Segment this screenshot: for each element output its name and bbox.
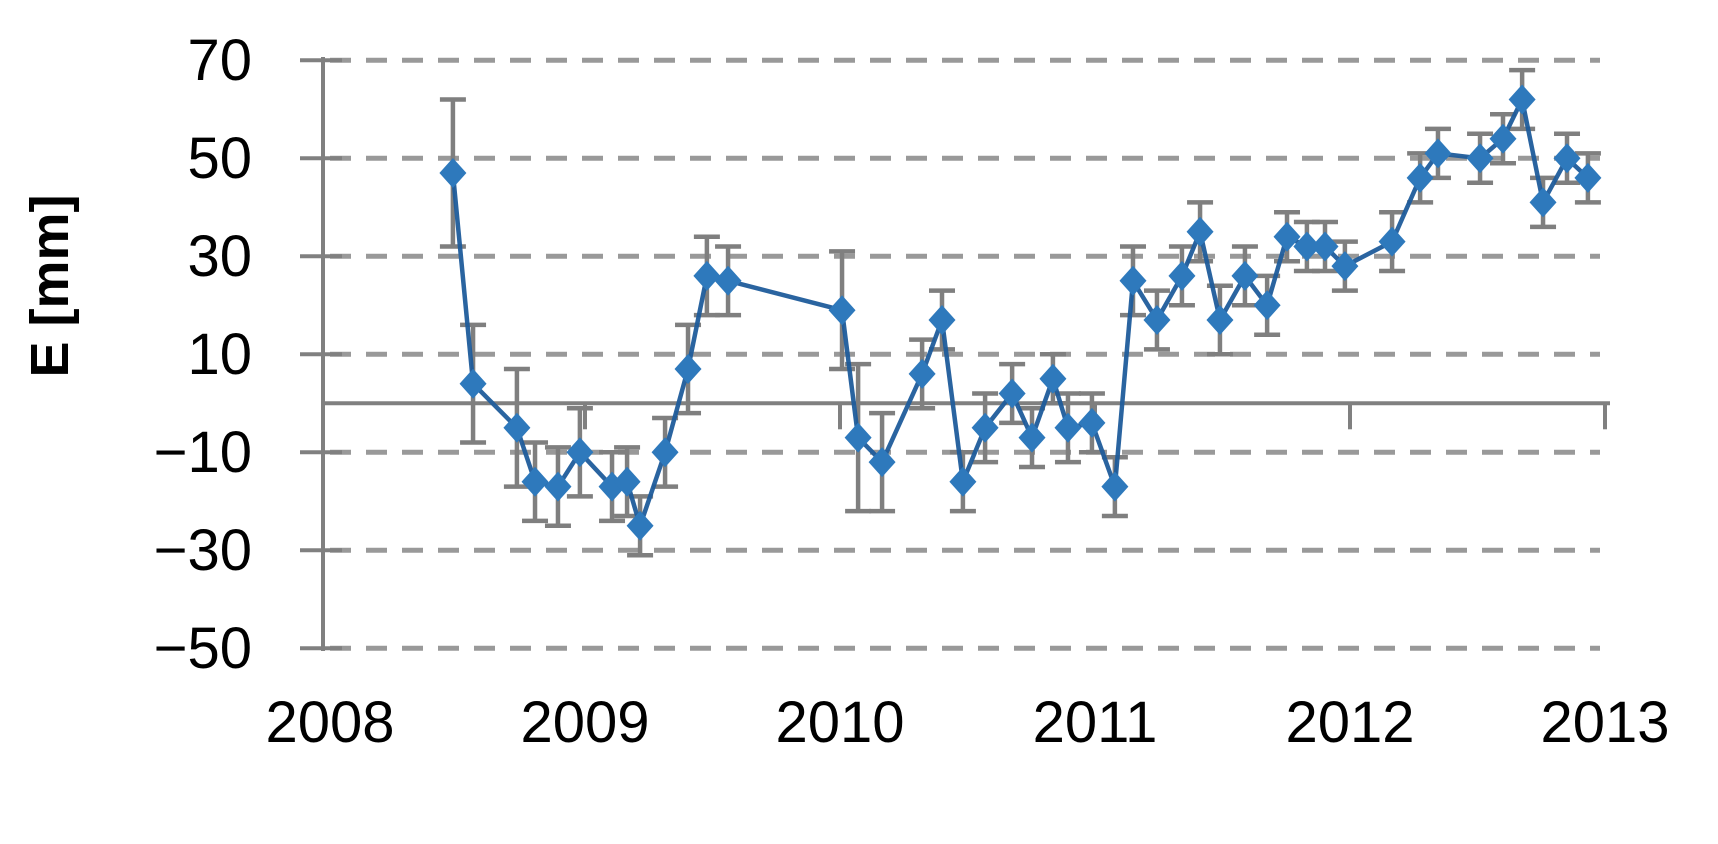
y-tick-label-10: 10: [187, 322, 252, 387]
data-point-marker: [1508, 84, 1536, 115]
data-point-marker: [1018, 422, 1046, 453]
y-tick-label--50: −50: [154, 616, 252, 681]
data-point-marker: [1331, 251, 1359, 282]
data-point-marker: [1273, 221, 1301, 252]
data-point-marker: [1378, 226, 1406, 257]
data-point-marker: [1119, 265, 1147, 296]
data-line: [450, 97, 1591, 529]
x-tick-label-2009: 2009: [520, 690, 649, 755]
data-point-marker: [714, 265, 742, 296]
data-point-marker: [1574, 162, 1602, 193]
data-point-marker: [1143, 305, 1171, 335]
data-point-marker: [1489, 123, 1517, 154]
data-point-marker: [613, 466, 641, 497]
y-axis-group: [300, 57, 342, 651]
x-tick-label-2012: 2012: [1285, 690, 1414, 755]
data-point-marker: [844, 422, 872, 453]
data-point-marker: [503, 412, 531, 443]
data-point-marker: [1206, 305, 1234, 335]
data-point-marker: [1311, 231, 1339, 262]
data-point-marker: [626, 510, 654, 541]
data-point-marker: [928, 305, 956, 335]
data-point-marker: [521, 466, 549, 497]
x-tick-label-2010: 2010: [775, 690, 904, 755]
data-point-marker: [1529, 187, 1557, 218]
data-point-marker: [1168, 260, 1196, 291]
y-axis-title: E [mm]: [20, 194, 80, 377]
data-point-marker: [1253, 290, 1281, 321]
data-point-marker: [998, 378, 1026, 409]
y-tick-label-70: 70: [187, 28, 252, 93]
y-tick-label-30: 30: [187, 224, 252, 289]
data-point-marker: [459, 368, 487, 399]
data-point-marker: [971, 412, 999, 443]
data-point-marker: [674, 354, 702, 384]
data-point-marker: [1293, 231, 1321, 262]
data-point-marker: [868, 447, 896, 478]
data-point-marker: [651, 437, 679, 468]
y-tick-labels-group: 70 50 30 10 −10 −30 −50: [154, 28, 252, 681]
data-point-marker: [439, 158, 467, 188]
data-point-marker: [949, 466, 977, 497]
data-point-marker: [1231, 260, 1259, 291]
y-tick-label--30: −30: [154, 518, 252, 583]
data-point-marker: [1466, 143, 1494, 174]
x-tick-label-2011: 2011: [1033, 690, 1158, 755]
markers-group: [439, 84, 1602, 541]
y-tick-label-50: 50: [187, 126, 252, 191]
data-point-marker: [1039, 363, 1067, 394]
data-point-marker: [566, 437, 594, 468]
data-point-marker: [1406, 162, 1434, 193]
data-point-marker: [1078, 407, 1106, 438]
data-point-marker: [1186, 216, 1214, 247]
gridlines-group: [330, 57, 1600, 651]
x-tick-label-2008: 2008: [265, 690, 394, 755]
data-point-marker: [1101, 471, 1129, 502]
data-line-group: [450, 97, 1591, 529]
y-tick-label--10: −10: [154, 420, 252, 485]
data-point-marker: [1553, 143, 1581, 174]
data-point-marker: [1054, 412, 1082, 443]
data-point-marker: [828, 295, 856, 326]
data-point-marker: [693, 260, 721, 291]
data-point-marker: [908, 358, 936, 389]
data-point-marker: [1424, 138, 1452, 169]
data-point-marker: [544, 471, 572, 502]
x-tick-labels-group: 2008 2009 2010 2011 2012 2013: [265, 690, 1669, 755]
x-tick-label-2013: 2013: [1540, 690, 1669, 755]
